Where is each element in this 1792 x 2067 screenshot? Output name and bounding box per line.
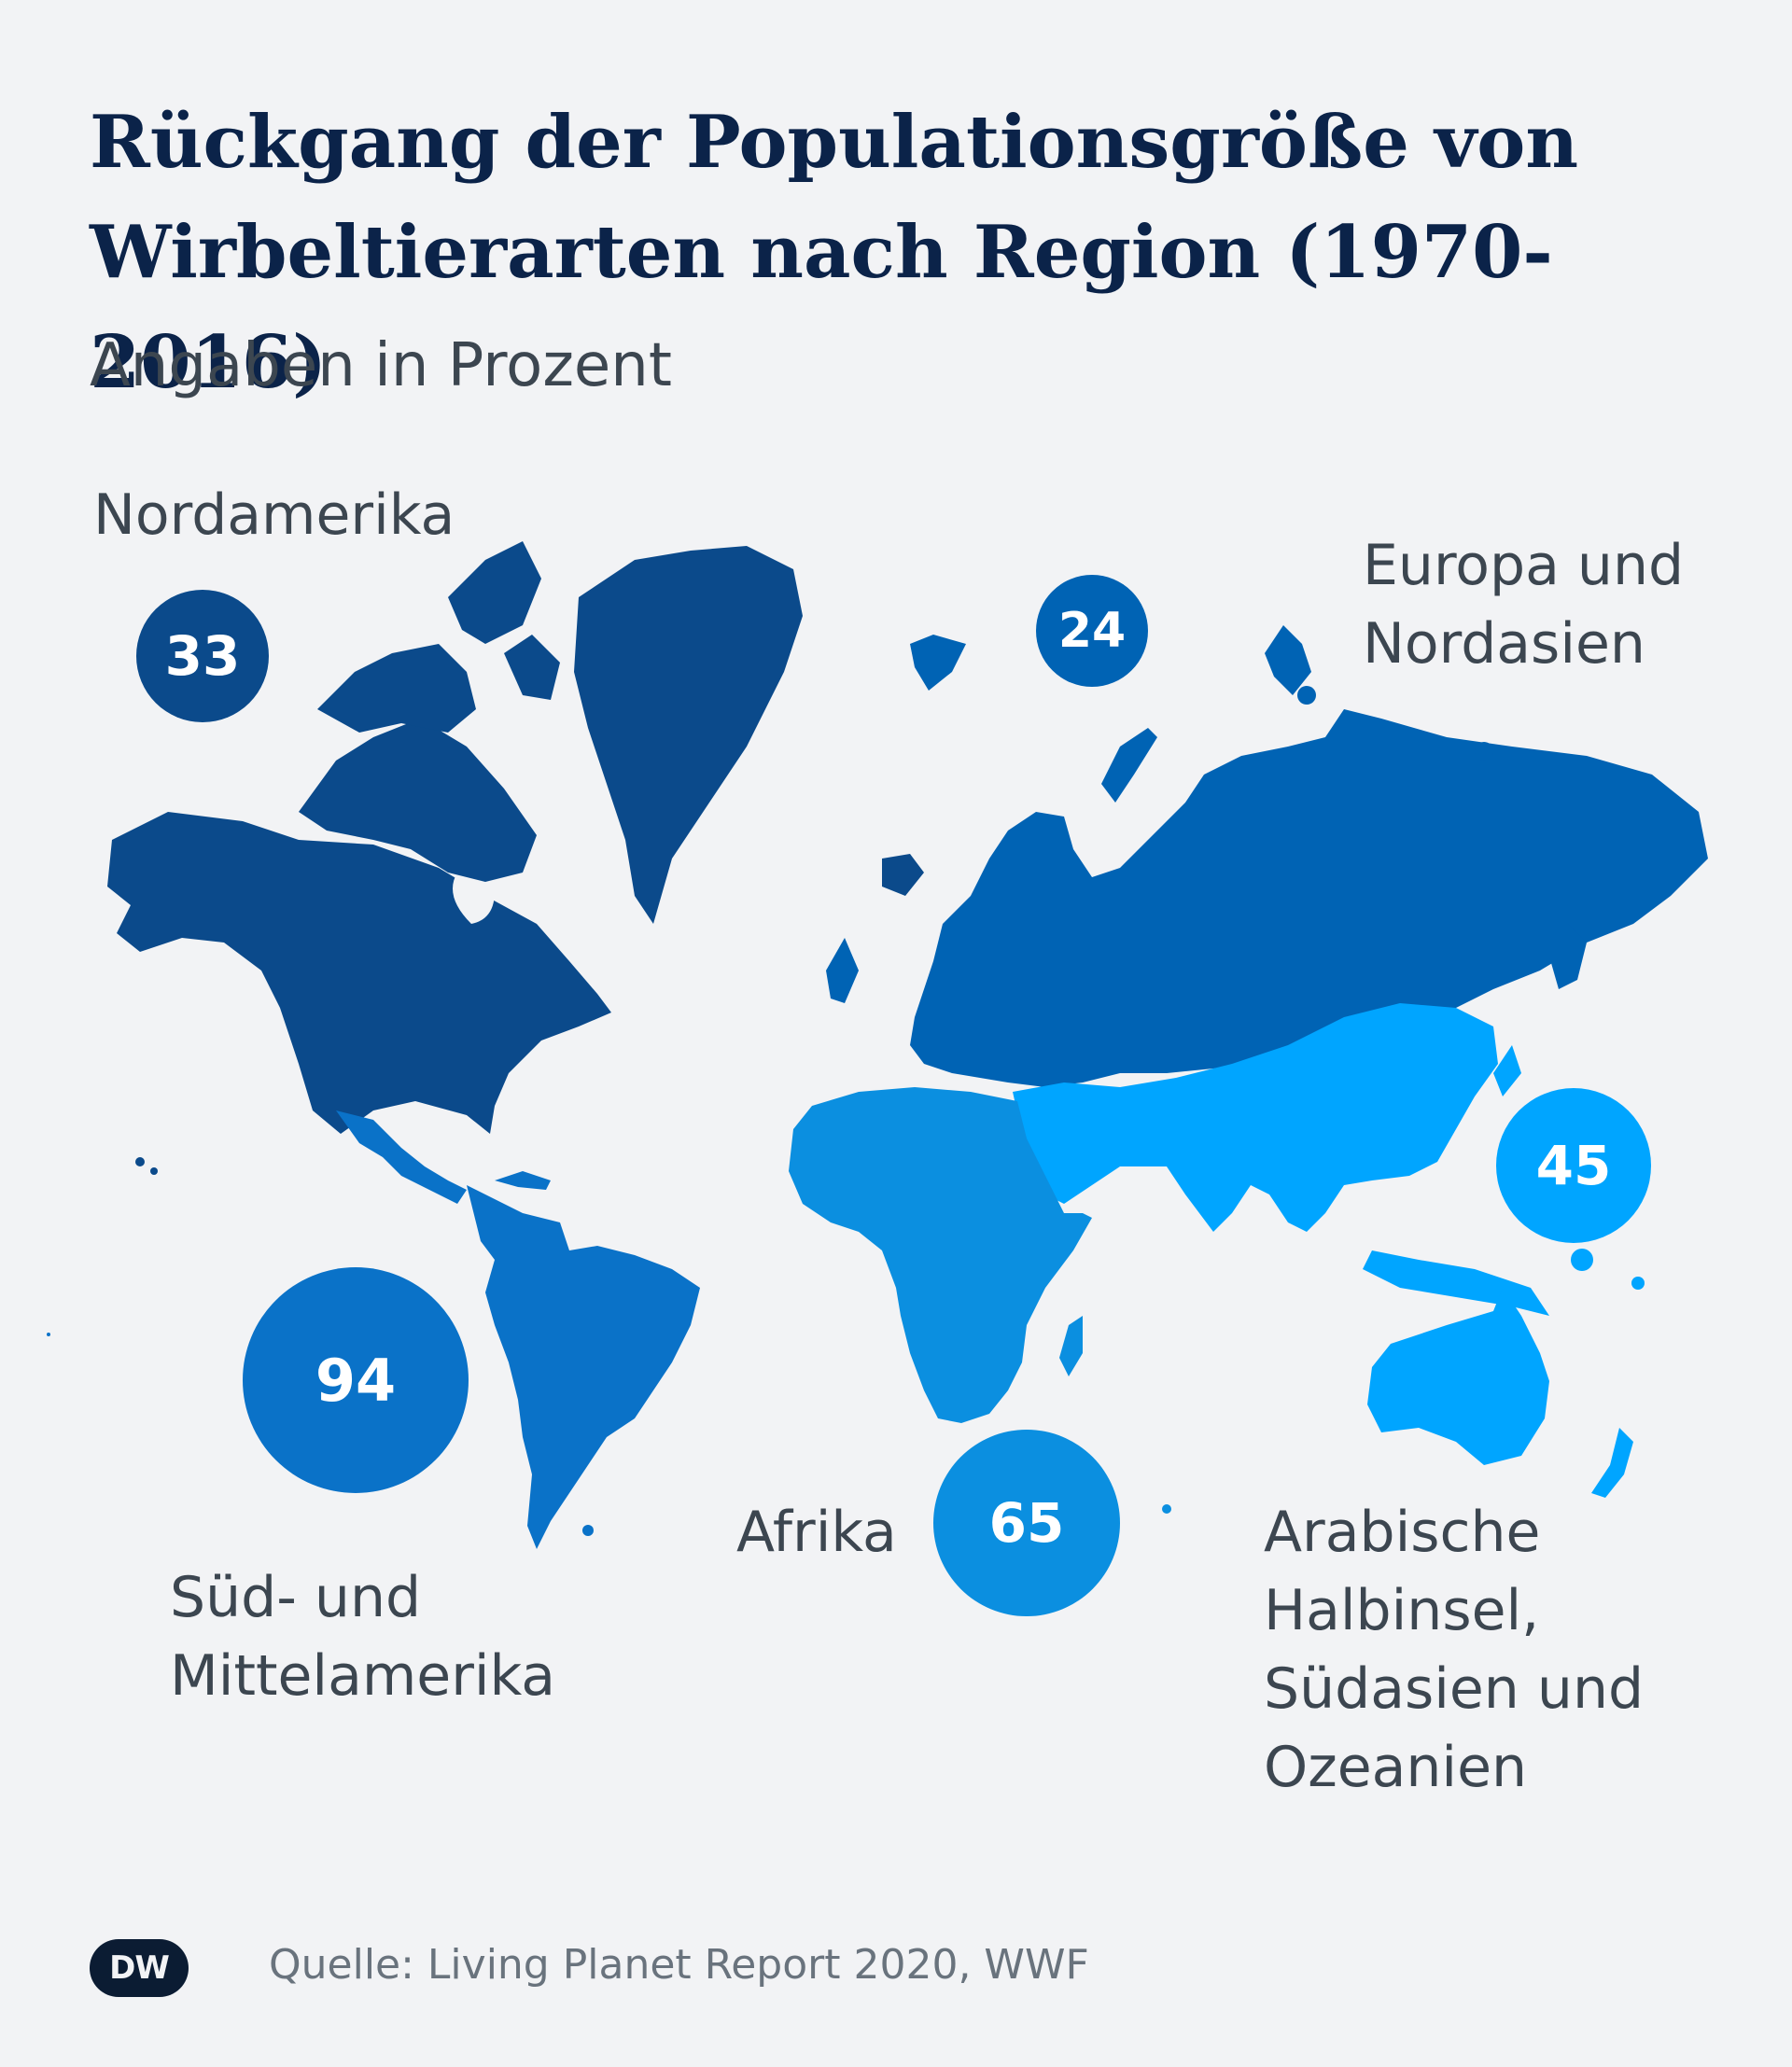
source-note: Quelle: Living Planet Report 2020, WWF	[269, 1941, 1089, 1989]
value-bubble-afrika: 65	[933, 1430, 1120, 1616]
label-afrika: Afrika	[736, 1500, 897, 1565]
label-nordamerika: Nordamerika	[93, 482, 455, 548]
dw-logo-text: DW	[109, 1949, 170, 1987]
value-bubble-asien: 45	[1496, 1088, 1651, 1243]
region-shape-europa	[826, 625, 1708, 1087]
chart-title: Rückgang der Populationsgröße von Wirbel…	[90, 100, 1579, 405]
region-shape-asien	[1013, 1003, 1645, 1498]
region-shape-nordamerika	[107, 541, 924, 1175]
dw-logo: DW	[90, 1939, 189, 1997]
chart-subtitle: Angaben in Prozent	[90, 331, 672, 400]
label-asien: Arabische Halbinsel, Südasien und Ozeani…	[1264, 1500, 1645, 1800]
label-suedamerika: Süd- und Mittelamerika	[170, 1565, 555, 1709]
value-bubble-suedamerika: 94	[243, 1267, 469, 1493]
region-shape-suedamerika	[47, 1110, 700, 1549]
region-shape-afrika	[789, 1087, 1171, 1514]
value-bubble-europa: 24	[1036, 575, 1148, 687]
label-europa: Europa und Nordasien	[1363, 533, 1685, 677]
value-bubble-nordamerika: 33	[136, 590, 269, 722]
